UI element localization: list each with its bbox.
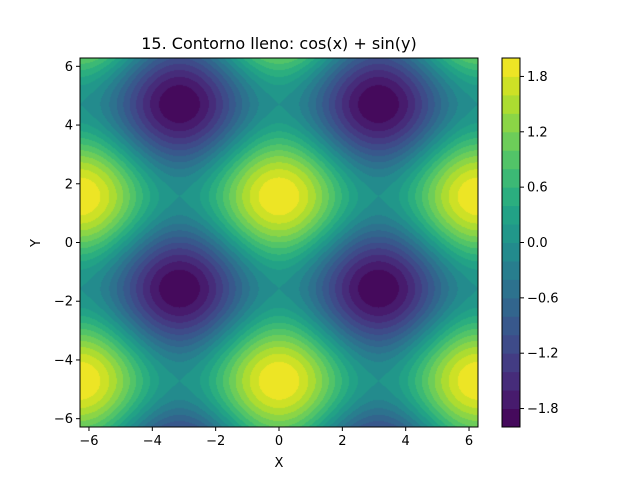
x-tick-label: 4 <box>402 434 410 449</box>
colorbar: −1.8 −1.2 −0.6 0.0 0.6 1.2 1.8 <box>501 57 559 428</box>
x-tick-label: 0 <box>275 434 283 449</box>
colorbar-tick-label: 1.2 <box>527 125 548 140</box>
colorbar-level <box>502 94 520 114</box>
y-tick-label: 0 <box>65 236 73 251</box>
y-tick-label: 4 <box>65 119 73 134</box>
y-axis: −6 −4 −2 0 2 4 6 <box>54 60 80 427</box>
colorbar-tick-label: 0.0 <box>527 236 548 251</box>
y-tick-label: 6 <box>65 60 73 75</box>
contour-fill <box>80 58 478 427</box>
colorbar-level <box>502 390 520 410</box>
x-tick-label: 6 <box>465 434 473 449</box>
colorbar-level <box>502 242 520 262</box>
colorbar-level <box>502 371 520 391</box>
colorbar-level <box>502 58 520 77</box>
y-tick-label: −6 <box>54 412 73 427</box>
colorbar-level <box>502 113 520 133</box>
colorbar-tick-label: 1.8 <box>527 70 548 85</box>
colorbar-level <box>502 187 520 207</box>
colorbar-level <box>502 168 520 188</box>
colorbar-level <box>502 279 520 299</box>
y-tick-label: −2 <box>54 295 73 310</box>
colorbar-tick-label: −1.2 <box>527 347 559 362</box>
colorbar-level <box>502 224 520 243</box>
colorbar-level <box>502 297 520 317</box>
colorbar-level <box>502 353 520 373</box>
colorbar-level <box>502 334 520 354</box>
y-tick-label: −4 <box>54 353 73 368</box>
x-tick-label: −2 <box>206 434 225 449</box>
colorbar-tick-label: −0.6 <box>527 291 559 306</box>
chart-title: 15. Contorno lleno: cos(x) + sin(y) <box>141 34 416 53</box>
contour-plot-area <box>79 57 479 428</box>
y-tick-label: 2 <box>65 177 73 192</box>
x-tick-label: −4 <box>143 434 162 449</box>
colorbar-level <box>502 131 520 151</box>
colorbar-level <box>502 260 520 280</box>
colorbar-level <box>502 76 520 96</box>
colorbar-level <box>502 205 520 225</box>
colorbar-level <box>502 408 520 428</box>
x-axis: −6 −4 −2 0 2 4 6 <box>79 427 473 449</box>
colorbar-tick-label: 0.6 <box>527 181 548 196</box>
y-axis-label: Y <box>29 239 44 248</box>
colorbar-level <box>502 150 520 170</box>
x-tick-label: 2 <box>338 434 346 449</box>
x-tick-label: −6 <box>79 434 98 449</box>
colorbar-level <box>502 316 520 336</box>
x-axis-label: X <box>275 456 284 471</box>
colorbar-tick-label: −1.8 <box>527 402 559 417</box>
